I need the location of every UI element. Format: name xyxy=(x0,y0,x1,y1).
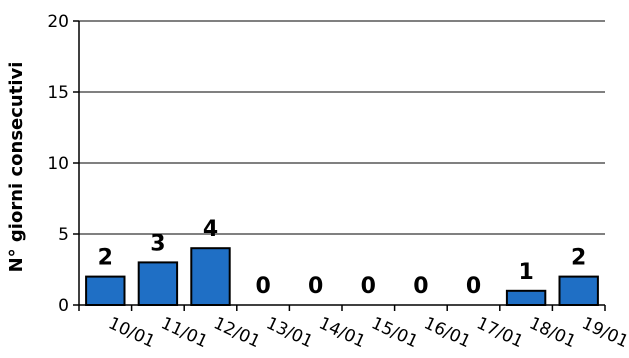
data-label: 2 xyxy=(571,246,586,271)
bar-18-01 xyxy=(505,289,547,306)
y-tick-label: 10 xyxy=(47,154,69,174)
x-tick-label: 19/01 xyxy=(579,313,629,352)
y-tick-label: 20 xyxy=(47,12,69,32)
x-tick-label: 14/01 xyxy=(316,313,369,352)
y-tick-label: 15 xyxy=(47,83,69,103)
data-labels: 2 3 4 0 0 0 0 0 1 2 xyxy=(98,217,587,299)
y-axis-title: N° giorni consecutivi xyxy=(6,62,27,273)
bar-11-01 xyxy=(137,261,179,306)
x-tick-label: 18/01 xyxy=(526,313,579,352)
x-tick-label: 15/01 xyxy=(368,313,421,352)
x-tick-label: 16/01 xyxy=(421,313,474,352)
y-tick-labels: 0 5 10 15 20 xyxy=(47,12,69,316)
data-label: 0 xyxy=(361,274,376,299)
x-tick-labels: 10/01 11/01 12/01 13/01 14/01 15/01 16/01 17/01… xyxy=(105,313,629,352)
x-tick-label: 12/01 xyxy=(210,313,263,352)
data-label: 0 xyxy=(308,274,323,299)
x-tick-label: 13/01 xyxy=(263,313,316,352)
axes xyxy=(73,20,606,311)
bar-10-01 xyxy=(85,275,126,307)
data-label: 4 xyxy=(203,217,218,242)
x-tick-label: 11/01 xyxy=(158,313,211,352)
data-label: 0 xyxy=(255,274,270,299)
bar-19-01 xyxy=(558,275,599,307)
data-label: 3 xyxy=(150,231,165,256)
data-label: 0 xyxy=(413,274,428,299)
gridlines xyxy=(79,20,605,235)
y-tick-label: 5 xyxy=(58,225,69,245)
data-label: 1 xyxy=(518,260,533,285)
x-tick-label: 10/01 xyxy=(105,313,158,352)
data-label: 2 xyxy=(98,246,113,271)
x-tick-label: 17/01 xyxy=(473,313,526,352)
data-label: 0 xyxy=(466,274,481,299)
y-tick-label: 0 xyxy=(58,296,69,316)
bar-12-01 xyxy=(190,247,231,306)
